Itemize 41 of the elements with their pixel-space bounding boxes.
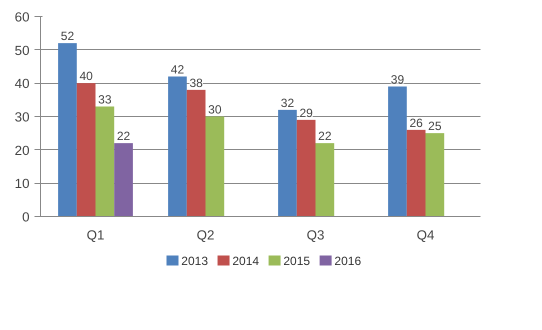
data-label: 22 bbox=[116, 129, 131, 144]
legend-label: 2013 bbox=[181, 254, 208, 268]
bar bbox=[76, 83, 96, 216]
bar bbox=[168, 76, 187, 216]
data-label: 33 bbox=[98, 92, 112, 106]
bar bbox=[316, 143, 334, 216]
bar bbox=[278, 110, 297, 216]
y-tick-label: 20 bbox=[14, 142, 30, 158]
bar bbox=[114, 143, 133, 216]
x-tick-label: Q1 bbox=[86, 228, 104, 242]
y-tick-label: 0 bbox=[22, 210, 30, 224]
bar bbox=[186, 90, 206, 216]
data-label: 39 bbox=[390, 72, 404, 86]
data-label: 40 bbox=[79, 69, 94, 84]
data-label: 42 bbox=[170, 62, 184, 76]
legend-label: 2014 bbox=[232, 254, 260, 268]
y-tick-label: 10 bbox=[14, 176, 30, 192]
y-tick-label: 60 bbox=[14, 10, 30, 24]
data-label: 30 bbox=[208, 102, 222, 116]
y-tick-label: 40 bbox=[14, 76, 30, 92]
data-label: 32 bbox=[280, 96, 294, 110]
legend-label: 2016 bbox=[334, 254, 362, 268]
bar bbox=[96, 106, 114, 216]
bar bbox=[58, 43, 77, 216]
legend-label: 2015 bbox=[283, 254, 310, 268]
y-tick-label: 50 bbox=[14, 42, 30, 58]
bar bbox=[206, 116, 224, 216]
x-tick-label: Q2 bbox=[196, 228, 214, 242]
bar bbox=[388, 86, 407, 216]
y-tick-label: 30 bbox=[14, 110, 30, 124]
data-label: 38 bbox=[189, 76, 204, 90]
data-label: 52 bbox=[60, 29, 74, 44]
data-label: 22 bbox=[318, 129, 332, 144]
data-label: 25 bbox=[428, 119, 442, 134]
data-label: 29 bbox=[299, 106, 314, 120]
bar bbox=[406, 130, 426, 216]
x-tick-label: Q4 bbox=[416, 228, 435, 242]
bar bbox=[426, 133, 444, 216]
bar bbox=[296, 120, 316, 216]
x-tick-label: Q3 bbox=[306, 228, 324, 242]
data-label: 26 bbox=[409, 116, 424, 130]
